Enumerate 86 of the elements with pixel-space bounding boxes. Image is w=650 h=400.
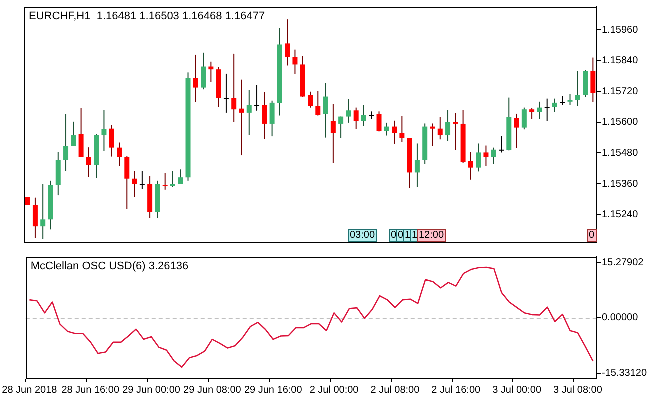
annotation: 0 — [396, 229, 406, 242]
candlestick — [178, 169, 184, 185]
candlestick — [246, 90, 252, 136]
candlestick — [430, 123, 436, 147]
annotation: 0 — [587, 229, 597, 242]
candlestick — [86, 147, 92, 178]
candlestick — [124, 156, 130, 210]
x-tick-label: 28 Jun 16:00 — [62, 384, 120, 396]
candlestick — [270, 100, 275, 138]
annotation: 12:00 — [417, 229, 446, 242]
candlestick — [262, 92, 268, 140]
candlestick — [361, 105, 366, 127]
candlestick — [102, 110, 107, 152]
chart-title: McClellan OSC USD(6) 3.26136 — [30, 260, 189, 273]
candlestick — [522, 107, 527, 130]
x-tick-label: 2 Jul 08:00 — [370, 384, 420, 396]
y-tick-label: 1.15360 — [602, 178, 639, 190]
x-tick-label: 29 Jun 00:00 — [122, 384, 181, 396]
y-tick-label: 1.15600 — [602, 117, 639, 128]
candlestick — [338, 116, 344, 139]
candlestick — [583, 70, 588, 98]
annotation: 03:00 — [348, 229, 378, 242]
x-tick-label: 2 Jul 00:00 — [310, 384, 360, 396]
x-tick-label: 3 Jul 00:00 — [492, 384, 542, 396]
candlestick — [530, 108, 535, 120]
candlestick — [162, 172, 168, 190]
candlestick — [537, 101, 542, 120]
candlestick — [285, 19, 290, 66]
candlestick — [438, 116, 443, 140]
candlestick — [117, 142, 122, 168]
candlestick — [544, 98, 550, 122]
y-tick-label: 1.15840 — [602, 56, 639, 67]
annotation: 1 — [403, 229, 413, 242]
candlestick — [201, 52, 206, 90]
candlestick — [224, 73, 229, 114]
candlestick — [323, 82, 328, 138]
candlestick — [453, 112, 458, 151]
x-tick-label: 29 Jun 08:00 — [184, 384, 242, 396]
candlestick — [232, 53, 237, 123]
candlestick — [468, 152, 474, 180]
candlestick — [414, 143, 420, 188]
candlestick — [476, 143, 482, 172]
y-tick-label: 0.00000 — [602, 312, 639, 324]
candlestick — [64, 114, 69, 172]
candlestick — [552, 98, 558, 113]
candlestick — [316, 90, 321, 116]
candlestick — [132, 170, 138, 198]
candlestick — [446, 110, 451, 142]
candlestick — [575, 70, 580, 107]
y-tick-label: 1.15720 — [602, 86, 639, 98]
y-tick-label: 1.15480 — [602, 148, 639, 159]
x-tick-label: 28 Jun 2018 — [2, 384, 58, 396]
y-tick-label: -15.33120 — [602, 368, 648, 380]
candlestick — [400, 116, 405, 143]
candlestick — [140, 170, 145, 190]
candlestick — [354, 107, 359, 130]
candlestick — [590, 57, 596, 103]
annotation: 0 — [389, 229, 399, 242]
candlestick — [491, 147, 496, 166]
y-tick-label: 15.27902 — [602, 257, 644, 268]
candlestick — [292, 49, 298, 75]
chart-title: EURCHF,H1 1.16481 1.16503 1.16468 1.16477 — [29, 10, 266, 23]
candlestick — [308, 91, 313, 108]
x-tick-label: 2 Jul 16:00 — [432, 384, 482, 396]
candlestick — [40, 184, 46, 240]
candlestick — [346, 98, 352, 124]
candlestick — [32, 197, 38, 239]
candlestick — [484, 145, 489, 167]
candlestick — [193, 54, 198, 103]
candlestick — [392, 120, 398, 144]
candlestick — [330, 104, 336, 164]
y-tick-label: 1.15240 — [602, 210, 639, 221]
y-tick-label: 1.15960 — [602, 24, 639, 36]
candlestick — [514, 113, 520, 149]
candlestick — [239, 79, 244, 156]
candlestick — [78, 108, 84, 158]
candlestick — [384, 122, 390, 136]
candlestick — [568, 94, 573, 106]
candlestick — [71, 121, 76, 147]
annotation: 1 — [410, 229, 420, 242]
candlestick — [499, 136, 504, 154]
candlestick — [254, 84, 260, 112]
candlestick — [109, 124, 114, 158]
x-tick-label: 29 Jun 16:00 — [244, 384, 303, 396]
candlestick — [376, 111, 382, 132]
x-tick-label: 3 Jul 08:00 — [553, 384, 603, 396]
